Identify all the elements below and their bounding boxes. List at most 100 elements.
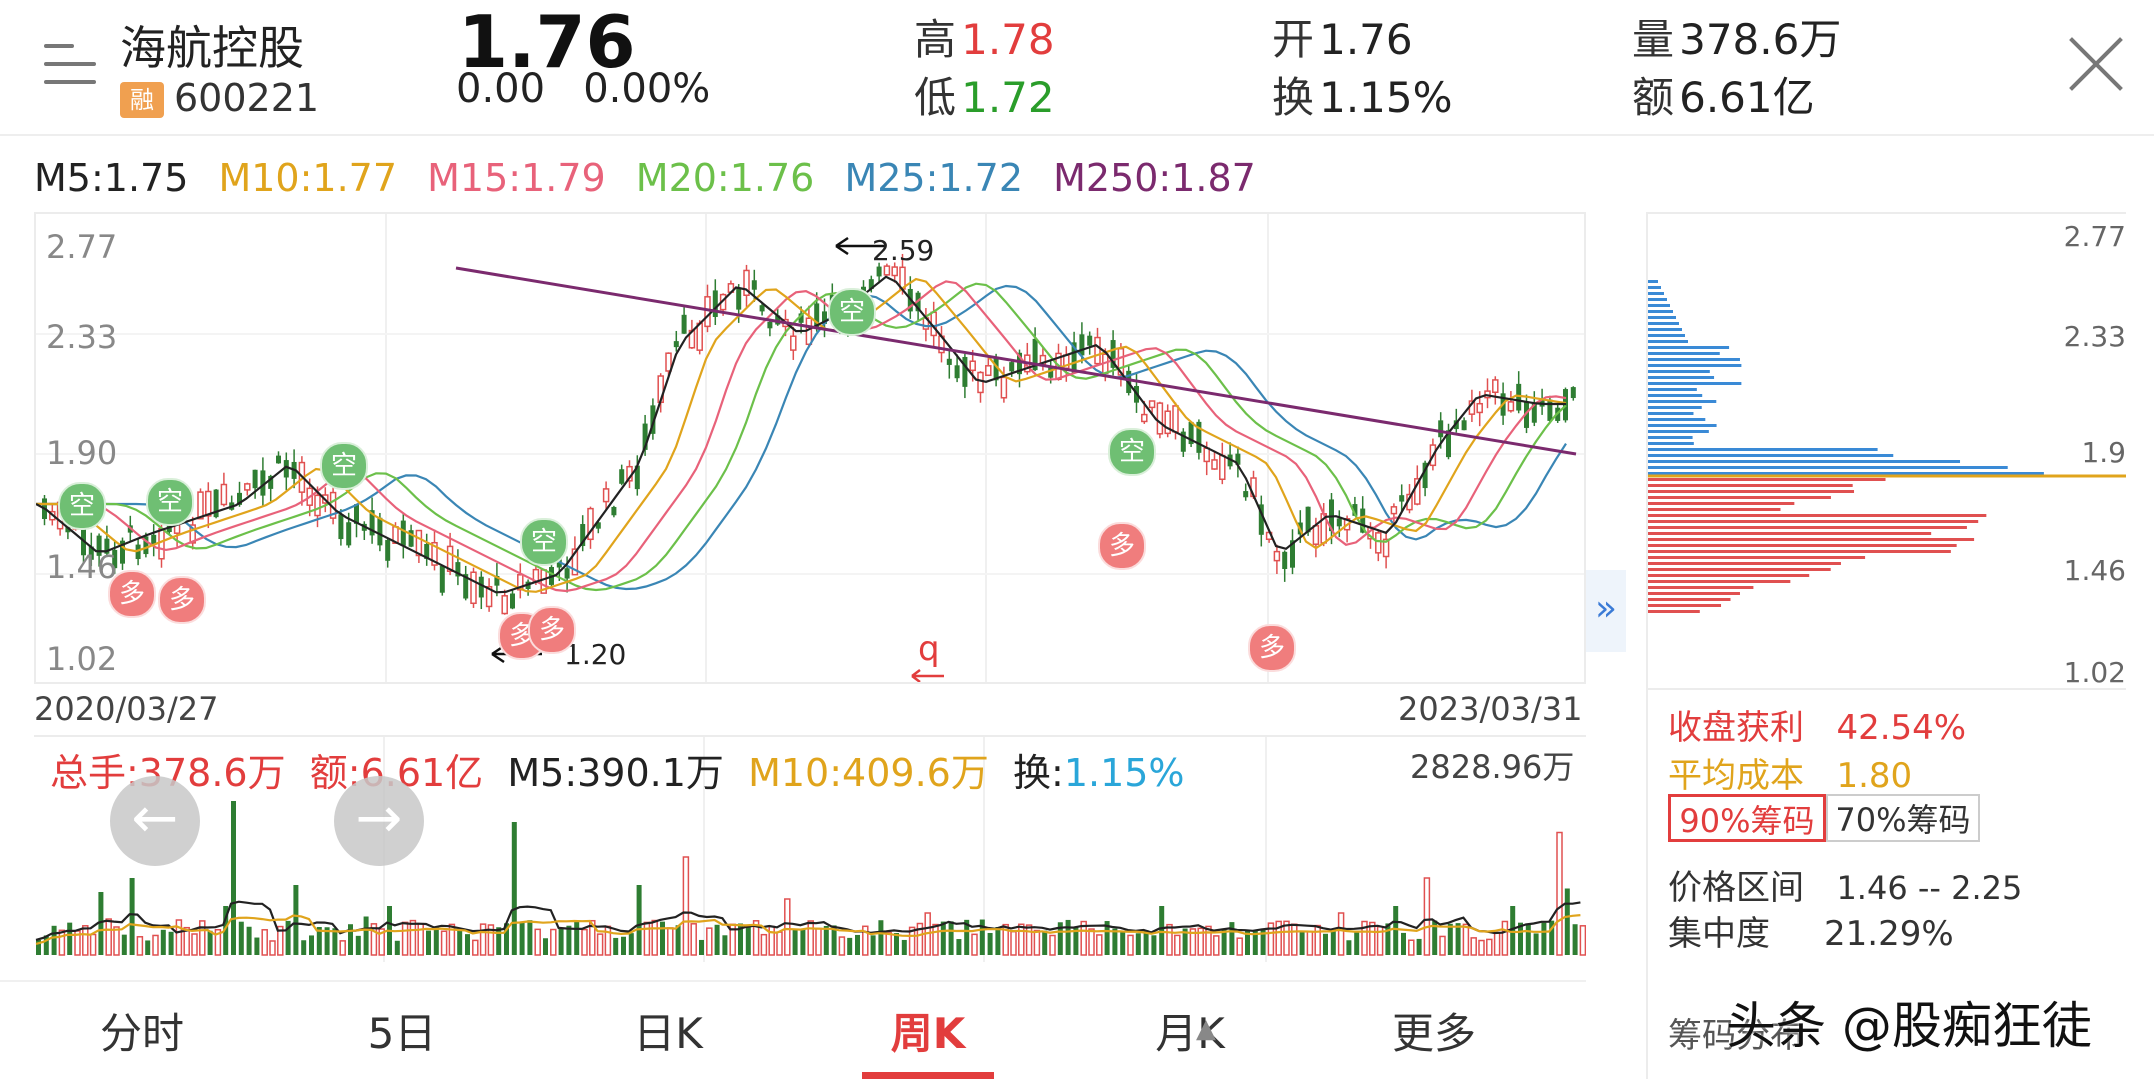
volume-bar bbox=[621, 936, 626, 955]
volume-chart[interactable] bbox=[34, 735, 1586, 962]
volume-max: 2828.96万 bbox=[1410, 748, 1575, 786]
long-signal-badge[interactable]: 多 bbox=[1248, 624, 1296, 672]
short-signal-badge[interactable]: 空 bbox=[146, 478, 194, 526]
volume-bar bbox=[1354, 930, 1360, 955]
moving-average-line bbox=[36, 284, 1567, 591]
chip-bar bbox=[1648, 286, 1661, 289]
candle-body bbox=[759, 305, 765, 312]
menu-icon[interactable] bbox=[44, 44, 96, 86]
volume-bar bbox=[504, 923, 509, 955]
volume-bar bbox=[332, 928, 338, 955]
high-value: 1.78 bbox=[961, 15, 1055, 64]
chip-bar bbox=[1648, 610, 1700, 613]
chip-bar bbox=[1648, 598, 1731, 601]
short-signal-badge[interactable]: 空 bbox=[320, 442, 368, 490]
price-range-value: 1.46 -- 2.25 bbox=[1836, 869, 2023, 907]
candle-body bbox=[619, 469, 625, 484]
volume-bar bbox=[301, 940, 307, 955]
volume-bar bbox=[214, 928, 222, 956]
candle-body bbox=[969, 360, 976, 372]
volume-bar bbox=[894, 932, 899, 955]
candle-body bbox=[1382, 538, 1390, 558]
candle-body bbox=[1336, 518, 1342, 527]
triangle-up-icon[interactable]: ▲ bbox=[1196, 1014, 1216, 1044]
chip-bar bbox=[1648, 358, 1740, 361]
volume-bar bbox=[589, 919, 596, 956]
double-chevron-right-icon[interactable]: » bbox=[1586, 570, 1626, 652]
high-stat: 高 1.78 bbox=[914, 6, 1055, 67]
tab-monthly-k[interactable]: 月K bbox=[1155, 1009, 1225, 1058]
tab-more[interactable]: 更多 bbox=[1391, 1009, 1476, 1058]
candle-body bbox=[385, 540, 391, 561]
chip-distribution-chart[interactable]: 2.77 2.33 1.9 1.46 1.02 bbox=[1646, 212, 2126, 690]
tab-intraday[interactable]: 分时 bbox=[99, 1009, 184, 1058]
close-icon[interactable] bbox=[2066, 34, 2126, 94]
volume-bar bbox=[121, 934, 127, 955]
change-value: 0.00 bbox=[456, 66, 546, 112]
volume-bar bbox=[690, 923, 697, 956]
volume-bar bbox=[1346, 940, 1352, 955]
cost-label: 平均成本 bbox=[1668, 756, 1804, 796]
tab-weekly-k[interactable]: 周K bbox=[890, 1009, 966, 1058]
chip-footer-label: 筹码分布 bbox=[1668, 1016, 1804, 1056]
volume-bar bbox=[1564, 888, 1570, 955]
volume-bar bbox=[1572, 924, 1578, 955]
long-signal-badge[interactable]: 多 bbox=[1098, 522, 1146, 570]
volume-bar bbox=[1299, 932, 1305, 955]
arrow-right-icon[interactable]: → bbox=[334, 776, 424, 866]
candle-body bbox=[985, 365, 992, 377]
volume-bar bbox=[1213, 935, 1220, 956]
watermark: 头条 @股痴狂徒 bbox=[1726, 997, 2092, 1055]
chip-bar bbox=[1648, 412, 1694, 415]
short-signal-badge[interactable]: 空 bbox=[828, 288, 876, 336]
tab-5day[interactable]: 5日 bbox=[367, 1009, 437, 1058]
long-signal-badge[interactable]: 多 bbox=[528, 606, 576, 654]
volume-bar bbox=[908, 926, 916, 956]
tab-divider bbox=[0, 980, 1586, 982]
candle-body bbox=[510, 593, 515, 609]
candle-body bbox=[696, 322, 703, 351]
candle-body bbox=[431, 541, 438, 566]
volume-bar bbox=[1493, 931, 1501, 956]
volume-bar bbox=[238, 921, 244, 955]
candle-body bbox=[1219, 454, 1226, 481]
volume-bar bbox=[807, 920, 814, 956]
volume-bar bbox=[363, 916, 369, 955]
arrow-left-icon[interactable]: ← bbox=[110, 776, 200, 866]
candle-body bbox=[338, 514, 344, 540]
volume-bar bbox=[1073, 926, 1079, 955]
moving-average-line bbox=[36, 275, 1566, 594]
candle-body bbox=[408, 530, 414, 547]
candle-body bbox=[814, 303, 820, 327]
candle-body bbox=[790, 335, 797, 351]
long-signal-badge[interactable]: 多 bbox=[108, 570, 156, 618]
marker-label: q bbox=[918, 629, 940, 669]
kline-chart[interactable]: q 2.77 2.33 1.90 1.46 1.02 2.59 1.20 空 空… bbox=[34, 212, 1586, 684]
tab-chip-90[interactable]: 90%筹码 bbox=[1668, 794, 1826, 842]
short-signal-badge[interactable]: 空 bbox=[58, 482, 106, 530]
volume-bar bbox=[534, 928, 541, 956]
tab-chip-70[interactable]: 70%筹码 bbox=[1826, 794, 1980, 842]
candle-body bbox=[704, 296, 711, 328]
short-signal-badge[interactable]: 空 bbox=[1108, 428, 1156, 476]
volume-bar bbox=[1401, 932, 1406, 955]
volume-bar bbox=[409, 919, 417, 956]
volume-bar bbox=[348, 924, 353, 955]
volume-bar bbox=[1408, 939, 1415, 956]
chip-bar bbox=[1648, 478, 1886, 481]
volume-bar bbox=[355, 935, 361, 955]
long-signal-badge[interactable]: 多 bbox=[158, 576, 206, 624]
volume-bar bbox=[82, 925, 89, 956]
candle-body bbox=[268, 475, 274, 489]
volume-value: 378.6万 bbox=[1679, 15, 1842, 64]
price-range-row: 价格区间 1.46 -- 2.25 bbox=[1668, 860, 2022, 909]
volume-bar bbox=[760, 933, 768, 956]
y-tick-label: 1.02 bbox=[46, 640, 118, 678]
candle-body bbox=[135, 544, 141, 560]
date-start: 2020/03/27 bbox=[34, 690, 219, 728]
volume-bar bbox=[129, 878, 135, 955]
chip-bar bbox=[1648, 550, 1951, 553]
volume-bar bbox=[878, 920, 884, 955]
short-signal-badge[interactable]: 空 bbox=[520, 518, 568, 566]
tab-daily-k[interactable]: 日K bbox=[633, 1009, 703, 1058]
